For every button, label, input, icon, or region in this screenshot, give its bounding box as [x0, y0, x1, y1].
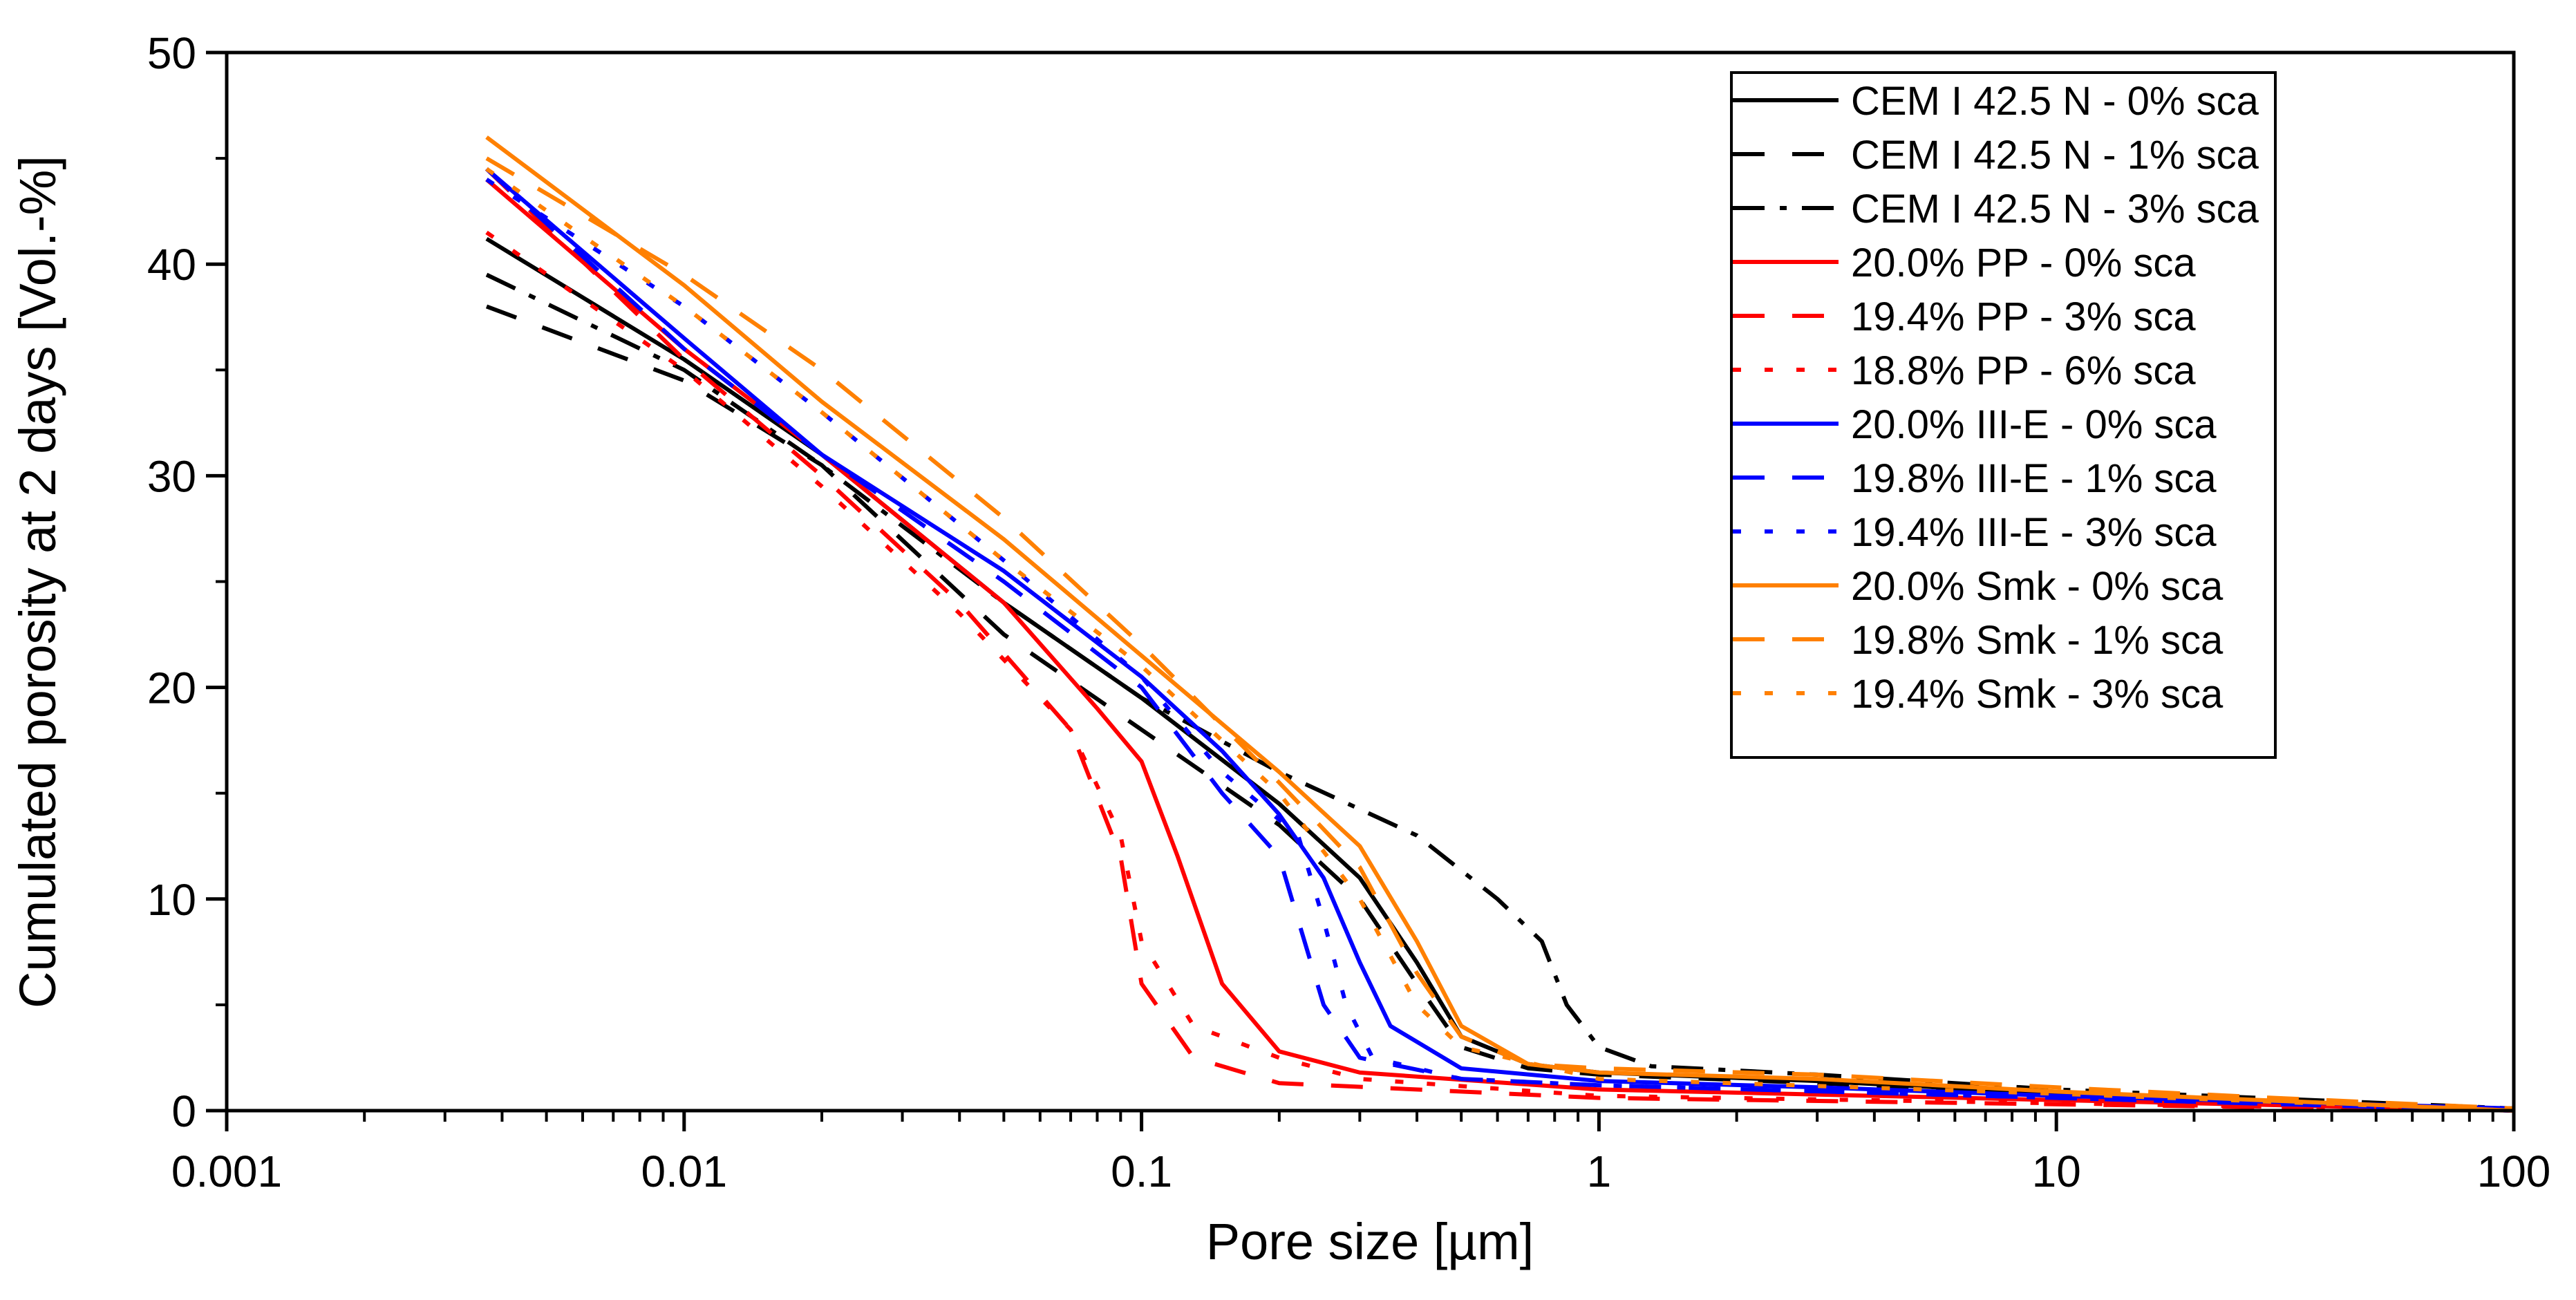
y-axis-title: Cumulated porosity at 2 days [Vol.-%] [9, 156, 66, 1008]
legend: CEM I 42.5 N - 0% sca CEM I 42.5 N - 1% s… [1730, 71, 2277, 759]
legend-label-3: 20.0% PP - 0% sca [1851, 241, 2196, 285]
x-tick-label: 0.001 [171, 1147, 282, 1196]
axes-layer: 0.001 0.01 0.1 1 10 100 0 10 20 30 40 50 [147, 28, 2551, 1196]
series-line-7 [485, 167, 2514, 1113]
series-line-11 [485, 167, 2514, 1113]
x-tick-label: 10 [2032, 1147, 2081, 1196]
y-tick-label: 40 [147, 240, 196, 290]
y-tick-label: 20 [147, 663, 196, 713]
y-tick-label: 50 [147, 28, 196, 78]
y-tick-label: 10 [147, 875, 196, 925]
x-tick-label: 0.1 [1111, 1147, 1172, 1196]
legend-label-8: 19.4% III-E - 3% sca [1851, 510, 2217, 555]
x-tick-label: 0.01 [641, 1147, 728, 1196]
x-axis-title: Pore size [µm] [1206, 1213, 1534, 1270]
series-layer [485, 135, 2514, 1113]
legend-box [1730, 71, 2277, 759]
legend-label-11: 19.4% Smk - 3% sca [1851, 672, 2224, 717]
legend-label-0: CEM I 42.5 N - 0% sca [1851, 79, 2259, 124]
series-line-9 [485, 135, 2514, 1113]
legend-label-10: 19.8% Smk - 1% sca [1851, 618, 2224, 663]
legend-label-1: CEM I 42.5 N - 1% sca [1851, 133, 2259, 178]
legend-label-2: CEM I 42.5 N - 3% sca [1851, 187, 2259, 232]
series-line-8 [485, 178, 2514, 1113]
series-line-1 [485, 304, 2514, 1113]
legend-label-5: 18.8% PP - 6% sca [1851, 348, 2196, 393]
legend-label-7: 19.8% III-E - 1% sca [1851, 456, 2217, 501]
series-line-6 [485, 167, 2514, 1111]
legend-label-6: 20.0% III-E - 0% sca [1851, 402, 2217, 447]
y-tick-label: 0 [171, 1086, 196, 1136]
legend-label-4: 19.4% PP - 3% sca [1851, 294, 2196, 339]
x-tick-label: 1 [1587, 1147, 1612, 1196]
series-line-10 [485, 156, 2514, 1111]
series-line-5 [485, 230, 2514, 1113]
y-tick-label: 30 [147, 451, 196, 501]
x-tick-label: 100 [2477, 1147, 2551, 1196]
legend-label-9: 20.0% Smk - 0% sca [1851, 564, 2224, 609]
